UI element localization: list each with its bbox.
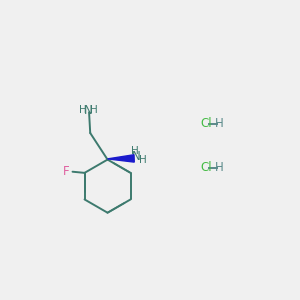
Text: H: H: [79, 105, 86, 116]
Text: F: F: [63, 165, 69, 178]
Text: H: H: [139, 154, 147, 165]
Text: H: H: [90, 105, 98, 116]
Polygon shape: [107, 155, 134, 162]
Text: Cl: Cl: [200, 161, 212, 174]
Text: N: N: [132, 150, 141, 163]
Text: N: N: [84, 104, 93, 117]
Text: H: H: [214, 161, 223, 174]
Text: H: H: [131, 146, 139, 156]
Text: Cl: Cl: [200, 117, 212, 130]
Text: H: H: [214, 117, 223, 130]
